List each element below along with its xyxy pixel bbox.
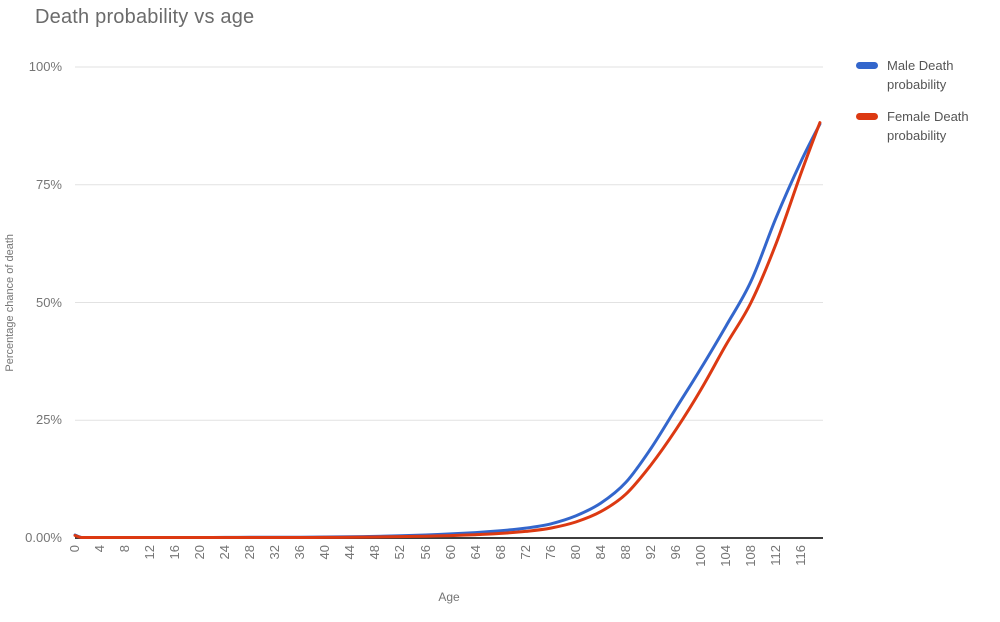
- x-tick-label: 76: [542, 545, 558, 560]
- x-tick-label: 4: [92, 545, 108, 553]
- legend-label: Male Death probability: [887, 58, 954, 92]
- legend-swatch: [856, 62, 878, 69]
- x-tick-label: 20: [192, 545, 208, 560]
- x-tick-label: 12: [142, 545, 158, 560]
- x-tick-label: 116: [793, 545, 809, 566]
- legend: Male Death probability Female Death proba…: [856, 56, 1000, 158]
- x-tick-label: 16: [167, 545, 183, 560]
- x-tick-label: 8: [117, 545, 133, 553]
- x-tick-label: 40: [317, 545, 333, 560]
- x-tick-label: 88: [617, 545, 633, 560]
- legend-item-male: Male Death probability: [856, 56, 1000, 94]
- y-axis-title-wrap: Percentage chance of death: [2, 67, 18, 538]
- x-tick-label: 32: [267, 545, 283, 560]
- x-tick-label: 24: [217, 545, 233, 560]
- x-tick-label: 72: [517, 545, 533, 560]
- x-tick-label: 96: [667, 545, 683, 560]
- x-tick-label: 68: [492, 545, 508, 560]
- y-tick-label: 75%: [35, 176, 62, 192]
- x-axis-title: Age: [438, 590, 460, 604]
- x-tick-label: 64: [467, 545, 483, 560]
- legend-swatch: [856, 113, 878, 120]
- x-tick-label: 104: [717, 545, 733, 567]
- male-series-line: [73, 122, 822, 539]
- x-tick-label: 48: [367, 545, 383, 560]
- x-tick-label: 60: [442, 545, 458, 560]
- x-tick-label: 28: [242, 545, 258, 560]
- y-tick-label: 25%: [35, 412, 62, 428]
- x-tick-label: 36: [292, 545, 308, 560]
- x-tick-label: 84: [592, 545, 608, 560]
- x-tick-label: 112: [768, 545, 784, 566]
- x-tick-label: 108: [743, 545, 759, 567]
- legend-label: Female Death probability: [887, 109, 969, 143]
- y-tick-label: 0.00%: [25, 529, 62, 545]
- x-tick-label: 80: [567, 545, 583, 560]
- x-tick-label: 44: [342, 545, 358, 560]
- female-series-line: [73, 121, 822, 539]
- y-tick-label: 100%: [28, 59, 62, 74]
- x-tick-label: 52: [392, 545, 408, 560]
- x-tick-label: 56: [417, 545, 433, 560]
- chart-title: Death probability vs age: [35, 6, 255, 28]
- y-axis-title: Percentage chance of death: [4, 233, 16, 372]
- x-tick-label: 92: [642, 545, 658, 560]
- y-tick-label: 50%: [35, 294, 62, 310]
- legend-item-female: Female Death probability: [856, 107, 1000, 145]
- x-tick-label: 100: [692, 545, 708, 567]
- x-tick-label: 0: [67, 545, 82, 553]
